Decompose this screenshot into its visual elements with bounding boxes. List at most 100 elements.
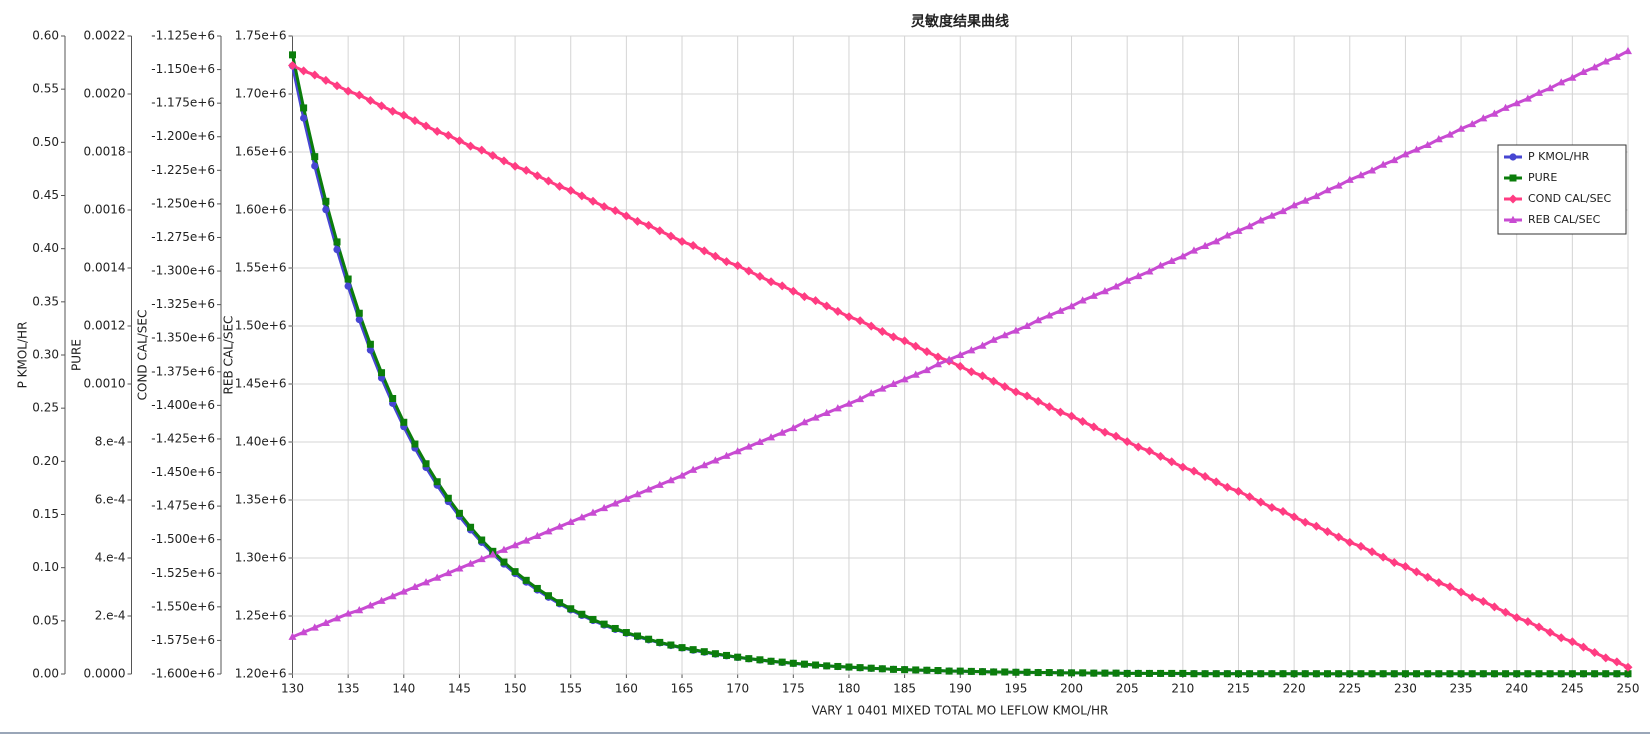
data-point [700,461,709,469]
data-point [322,197,330,205]
data-point [399,587,408,595]
y-tick-label: -1.250e+6 [151,196,215,210]
data-point [555,522,564,530]
data-point [378,369,386,377]
data-point [455,509,463,517]
data-point [1011,326,1020,334]
y-tick-label: 0.20 [32,454,59,468]
y-tick-label: 0.00 [32,667,59,681]
data-point [1323,186,1332,194]
data-point [1290,201,1299,209]
data-point [1523,94,1532,102]
data-point [1345,175,1354,183]
data-point [888,332,898,342]
data-point [1178,462,1188,472]
data-point [288,61,297,71]
data-point [500,558,508,566]
data-point [354,90,364,100]
data-point [945,355,954,363]
data-point [788,286,798,296]
data-point [856,664,864,672]
data-point [1234,226,1243,234]
data-point [1200,472,1210,482]
data-point [365,95,375,105]
data-point [1457,670,1465,678]
x-tick-label: 205 [1116,682,1139,696]
data-point [400,418,408,426]
y-tick-label: -1.375e+6 [151,364,215,378]
y-tick-label: 1.45e+6 [235,377,287,391]
data-point [1111,431,1121,441]
data-point [688,241,698,251]
data-point [1301,196,1310,204]
y-tick-label: -1.500e+6 [151,532,215,546]
data-point [823,662,831,670]
data-point [1233,486,1243,496]
y-tick-label: 1.40e+6 [235,435,287,449]
data-point [877,326,887,336]
data-point [366,346,375,354]
data-point [389,395,397,402]
data-point [1044,402,1054,412]
data-point [1089,291,1098,299]
data-point [845,663,853,671]
data-point [1591,670,1599,678]
data-point [1523,617,1533,627]
data-point [577,191,587,201]
data-point [777,281,787,291]
data-point [933,352,943,362]
data-point [1390,670,1398,678]
x-axis-label: VARY 1 0401 MIXED TOTAL MO LEFLOW KMOL/H… [812,704,1109,718]
data-point [878,384,887,392]
data-point [1278,206,1287,215]
data-point [989,335,998,343]
data-point [321,75,331,85]
y-tick-label: 0.55 [32,82,59,96]
data-point [377,101,387,111]
x-tick-label: 130 [281,682,304,696]
data-point [511,568,519,576]
data-point [1301,670,1309,678]
legend-marker [1509,215,1517,223]
y-tick-label: -1.350e+6 [151,331,215,345]
data-point [1100,427,1110,437]
data-point [1590,63,1599,71]
y-tick-label: -1.450e+6 [151,465,215,479]
data-point [1534,88,1543,96]
data-point [322,206,330,214]
data-point [867,664,875,672]
y-tick-label: 2.e-4 [95,609,126,623]
data-point [778,428,787,436]
data-point [1256,497,1266,507]
data-point [710,251,720,261]
data-point [633,216,643,226]
y-tick-label: 8.e-4 [95,435,126,449]
data-point [1222,482,1232,492]
data-point [344,609,353,617]
y-tick-label: -1.600e+6 [151,667,215,681]
data-point [1435,670,1443,678]
data-point [1067,302,1076,310]
data-point [678,644,686,652]
data-point [466,559,475,567]
data-point [1556,633,1566,643]
data-point [566,185,576,195]
data-point [756,656,764,664]
data-point [510,161,520,171]
data-point [1312,670,1320,678]
data-point [1557,670,1565,678]
data-point [1145,669,1153,677]
data-point [666,476,675,484]
data-point [533,584,541,592]
data-point [889,379,898,387]
data-point [444,568,453,577]
data-point [1356,541,1366,551]
x-tick-label: 220 [1283,682,1306,696]
y-tick-label: 4.e-4 [95,551,126,565]
data-point [422,578,431,586]
data-point [366,601,375,609]
data-point [333,246,341,254]
data-point [644,220,654,230]
data-point [1167,457,1177,467]
data-point [289,51,296,59]
